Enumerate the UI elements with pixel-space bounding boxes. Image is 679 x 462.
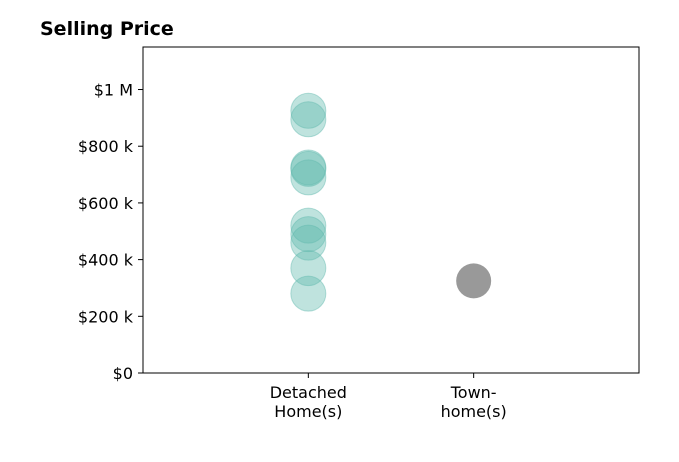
- data-point: [290, 159, 327, 196]
- data-point: [290, 149, 327, 186]
- x-tick-label: Town-home(s): [441, 383, 507, 421]
- y-tick-label: $400 k: [78, 251, 134, 270]
- y-tick-label: $600 k: [78, 194, 134, 213]
- data-point: [290, 224, 327, 261]
- chart-marks: [290, 92, 492, 312]
- y-tick-label: $800 k: [78, 137, 134, 156]
- data-point: [290, 216, 327, 253]
- chart-title: Selling Price: [40, 18, 174, 40]
- x-tick-label: Detached Home(s): [270, 383, 347, 421]
- data-point: [290, 150, 327, 187]
- data-point: [290, 275, 327, 312]
- data-point: [456, 263, 492, 299]
- data-point: [290, 101, 327, 138]
- x-axis: Detached Home(s) Town-home(s): [270, 373, 507, 421]
- y-tick-label: $1 M: [94, 81, 133, 100]
- data-point: [290, 207, 327, 244]
- y-axis: $0 $200 k $400 k $600 k $800 k $1 M: [78, 81, 143, 383]
- data-point: [290, 92, 327, 129]
- y-tick-label: $0: [113, 364, 133, 383]
- y-tick-label: $200 k: [78, 307, 134, 326]
- data-point: [290, 250, 327, 287]
- plot-frame: [142, 46, 640, 374]
